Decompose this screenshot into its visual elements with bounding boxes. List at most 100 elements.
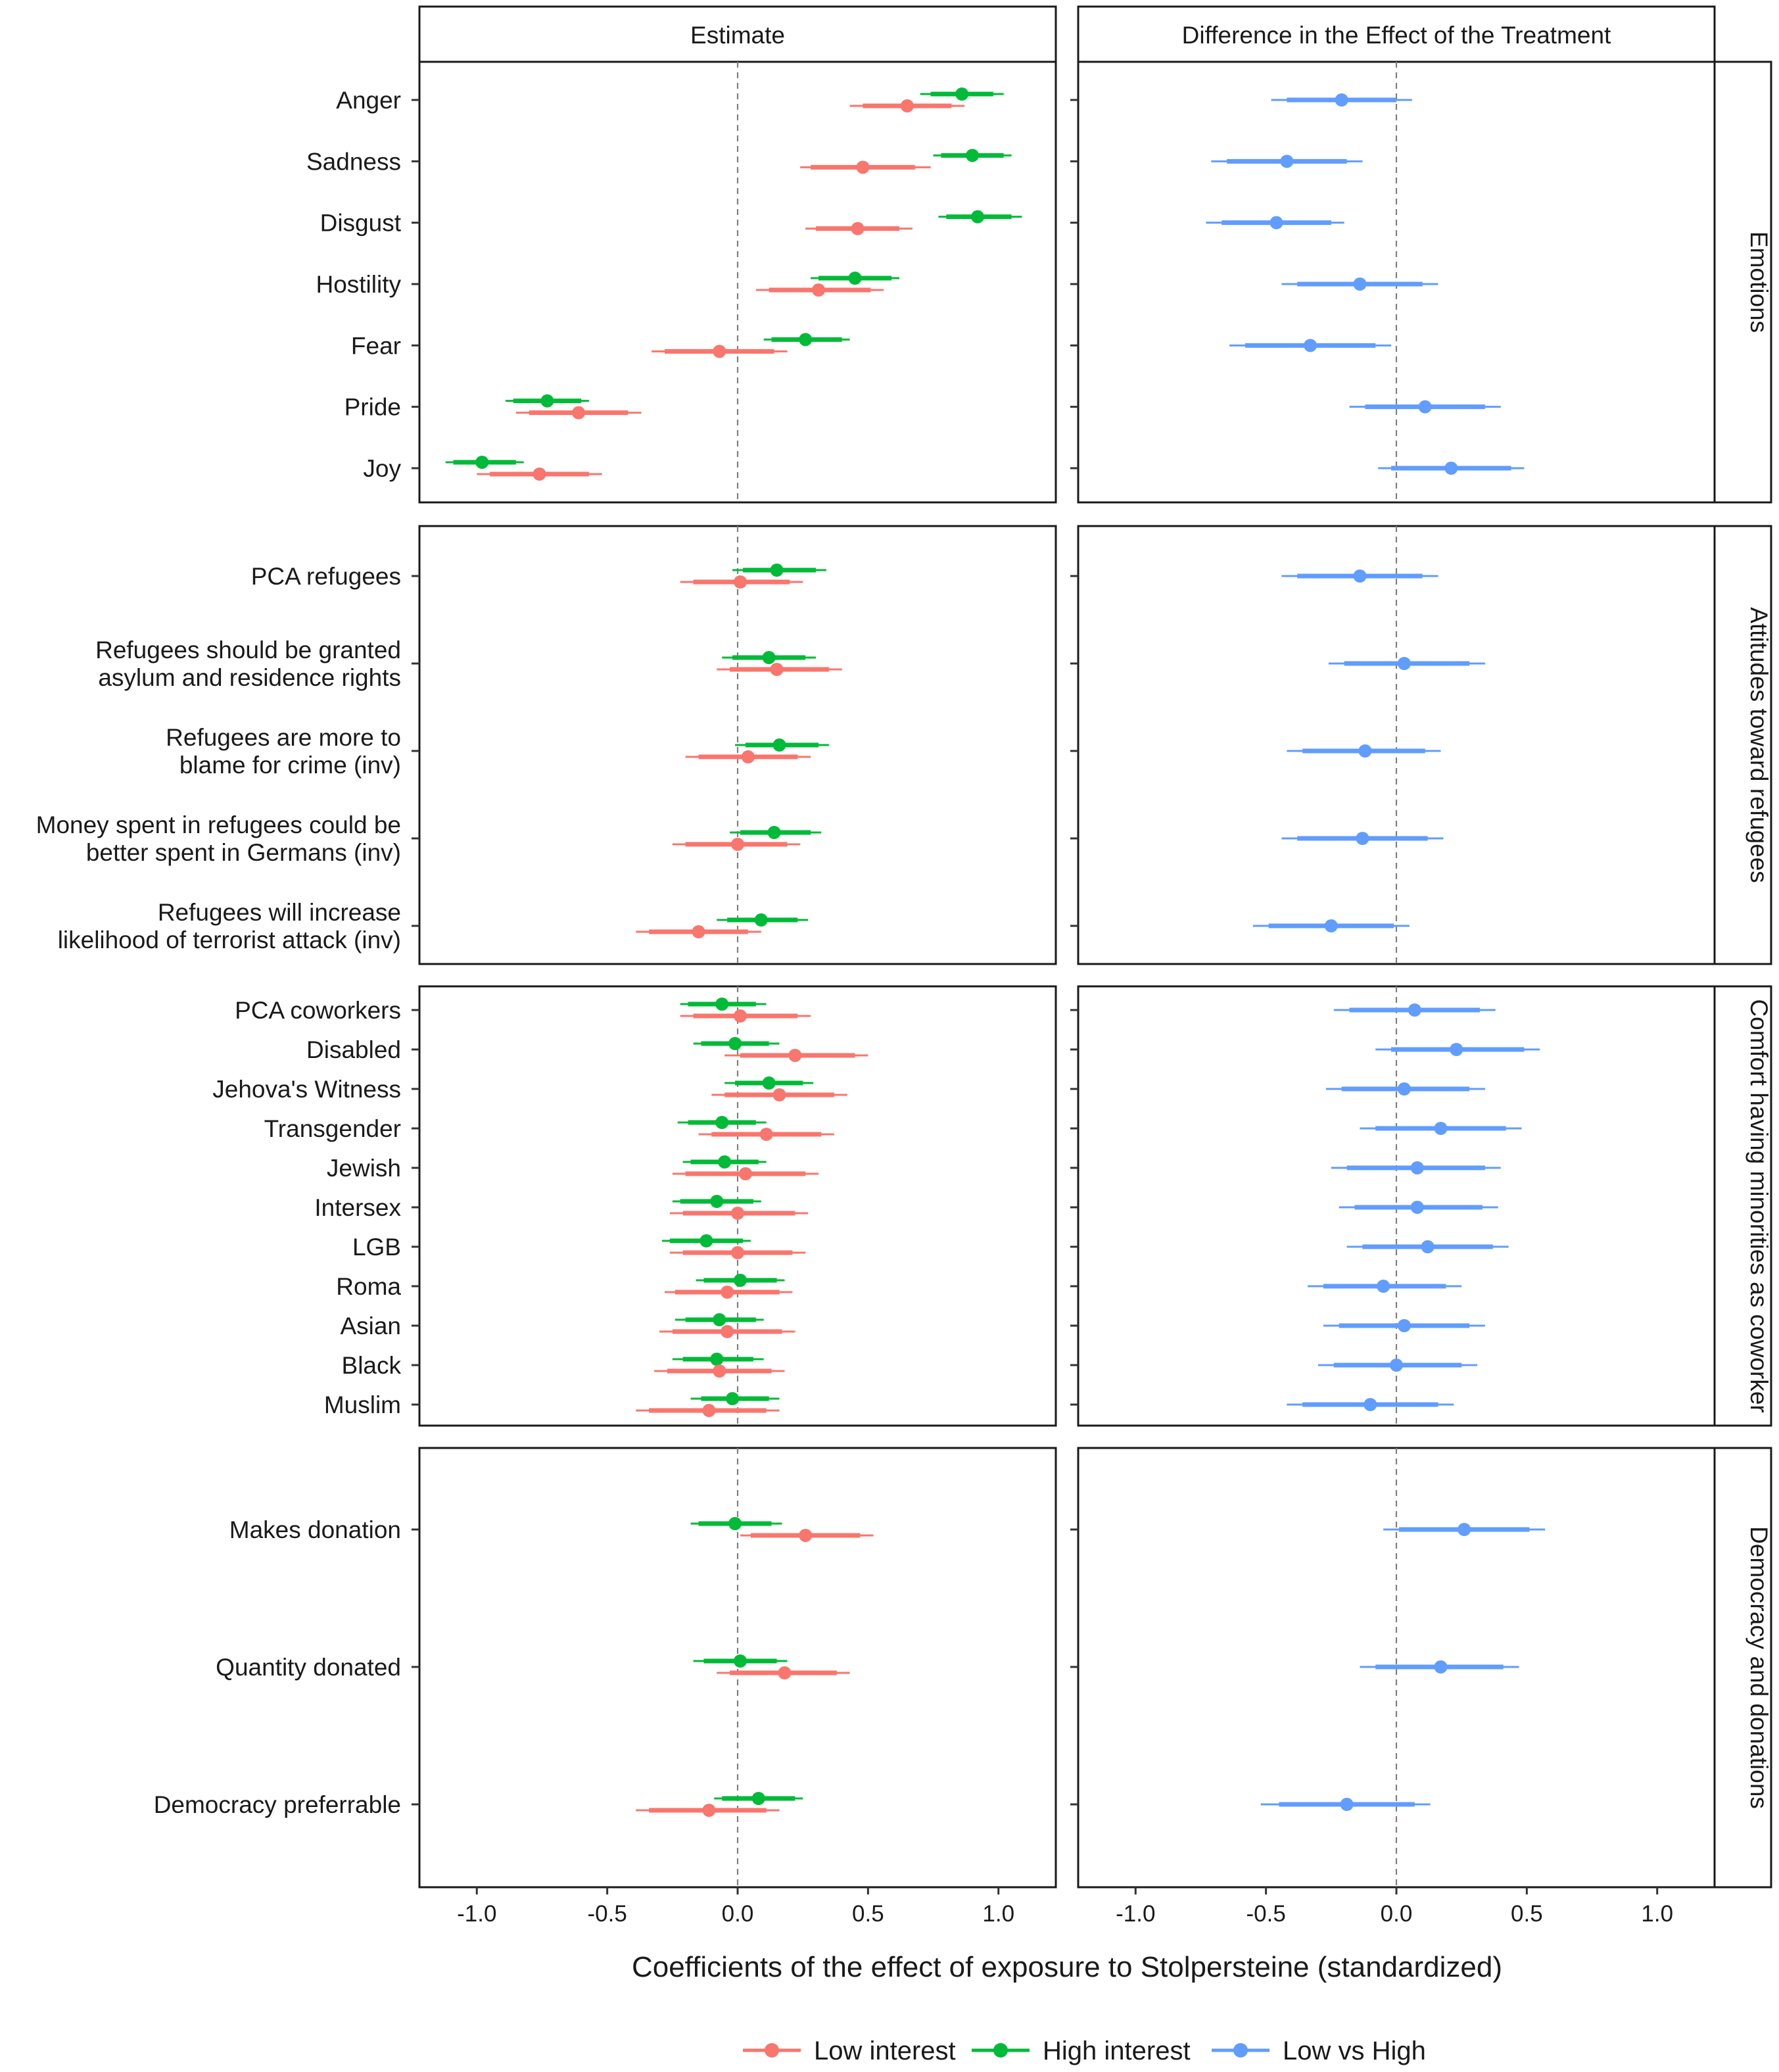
point-high xyxy=(728,1037,742,1050)
point-high xyxy=(772,738,786,752)
y-tick-label: Makes donation xyxy=(229,1516,401,1543)
point-diff xyxy=(1304,339,1317,352)
strip-estimate xyxy=(418,5,1057,63)
strip-panel-label: Attitudes toward refugees xyxy=(1745,607,1772,883)
point-diff xyxy=(1356,832,1369,845)
y-tick-label: PCA coworkers xyxy=(235,997,401,1024)
point-low xyxy=(702,1804,716,1817)
point-high xyxy=(970,210,984,224)
point-diff xyxy=(1335,93,1348,107)
point-diff xyxy=(1397,657,1411,670)
point-low xyxy=(770,663,784,676)
point-high xyxy=(762,1076,776,1090)
point-diff xyxy=(1434,1122,1448,1135)
point-high xyxy=(718,1155,732,1169)
point-high xyxy=(848,272,862,285)
point-high xyxy=(710,1195,724,1208)
point-low xyxy=(741,750,755,763)
y-tick-label: Anger xyxy=(336,87,401,114)
x-tick-label: 0.5 xyxy=(852,1901,884,1927)
y-tick-label: PCA refugees xyxy=(251,563,401,590)
point-high xyxy=(754,913,768,927)
strip-panel xyxy=(1713,985,1772,1427)
point-diff xyxy=(1353,569,1367,583)
point-diff xyxy=(1458,1523,1471,1536)
point-diff xyxy=(1324,919,1338,932)
point-high xyxy=(751,1792,765,1805)
y-tick-label: Roma xyxy=(336,1273,401,1300)
point-low xyxy=(692,925,705,938)
point-low xyxy=(856,160,870,174)
y-tick-label: Quantity donated xyxy=(216,1654,401,1681)
point-low xyxy=(713,1364,726,1378)
point-low xyxy=(759,1128,773,1141)
strip-panel-label: Emotions xyxy=(1745,231,1772,333)
legend-marker-diff xyxy=(1233,2043,1248,2058)
point-diff xyxy=(1353,277,1367,291)
point-high xyxy=(799,333,813,347)
point-low xyxy=(731,1246,744,1259)
x-tick-label: 0.0 xyxy=(722,1901,754,1927)
strip-panel xyxy=(1713,60,1772,504)
x-tick-label: -0.5 xyxy=(587,1901,627,1927)
point-diff xyxy=(1397,1319,1411,1332)
point-diff xyxy=(1408,1003,1421,1017)
point-high xyxy=(710,1353,724,1366)
y-tick-label: Hostility xyxy=(316,271,401,298)
point-low xyxy=(851,222,865,235)
y-tick-label: Refugees are more to xyxy=(166,724,401,751)
point-high xyxy=(715,998,729,1011)
point-high xyxy=(770,564,784,577)
point-diff xyxy=(1340,1798,1354,1811)
y-tick-label: Muslim xyxy=(324,1391,401,1418)
y-tick-label: Joy xyxy=(363,455,401,482)
legend-marker-high xyxy=(993,2043,1008,2058)
legend-label-low: Low interest xyxy=(814,2036,956,2065)
y-tick-label: Transgender xyxy=(264,1115,401,1142)
x-tick-label: -1.0 xyxy=(1116,1901,1155,1927)
point-diff xyxy=(1364,1398,1377,1411)
point-low xyxy=(900,99,914,112)
y-tick-label: Disgust xyxy=(320,210,402,237)
point-high xyxy=(762,651,776,664)
point-diff xyxy=(1390,1359,1403,1372)
y-tick-label: Democracy preferrable xyxy=(154,1791,401,1818)
point-high xyxy=(728,1517,742,1530)
point-high xyxy=(733,1654,747,1668)
strip-panel xyxy=(1713,1447,1772,1889)
y-tick-label: better spent in Germans (inv) xyxy=(86,839,401,866)
y-tick-label: Fear xyxy=(351,332,401,359)
y-tick-label: Pride xyxy=(344,394,401,421)
point-low xyxy=(772,1088,786,1101)
point-low xyxy=(702,1404,716,1417)
point-low xyxy=(731,1207,744,1220)
point-low xyxy=(788,1049,802,1062)
y-tick-label: Refugees will increase xyxy=(158,899,401,926)
point-diff xyxy=(1444,462,1458,475)
point-diff xyxy=(1358,744,1372,758)
y-tick-label: Black xyxy=(342,1352,402,1379)
point-low xyxy=(733,575,747,589)
x-tick-label: 0.5 xyxy=(1511,1901,1543,1927)
y-tick-label: asylum and residence rights xyxy=(98,664,401,691)
y-tick-label: blame for crime (inv) xyxy=(179,752,401,779)
y-tick-label: Jehova's Witness xyxy=(212,1076,401,1103)
point-low xyxy=(811,283,825,297)
strip-panel-label: Comfort having minorities as coworker xyxy=(1745,999,1772,1412)
point-low xyxy=(713,345,726,358)
legend-label-diff: Low vs High xyxy=(1283,2036,1426,2065)
point-high xyxy=(715,1116,729,1129)
x-axis-title: Coefficients of the effect of exposure t… xyxy=(632,1951,1502,1983)
x-tick-label: -1.0 xyxy=(457,1901,496,1927)
y-tick-label: likelihood of terrorist attack (inv) xyxy=(58,927,401,953)
y-tick-label: Intersex xyxy=(314,1194,401,1221)
point-high xyxy=(713,1313,726,1326)
point-low xyxy=(738,1167,752,1180)
x-tick-label: -0.5 xyxy=(1246,1901,1285,1927)
point-diff xyxy=(1418,400,1432,414)
strip-label-difference: Difference in the Effect of the Treatmen… xyxy=(1182,22,1611,49)
legend-marker-low xyxy=(765,2043,779,2058)
point-low xyxy=(572,406,585,420)
